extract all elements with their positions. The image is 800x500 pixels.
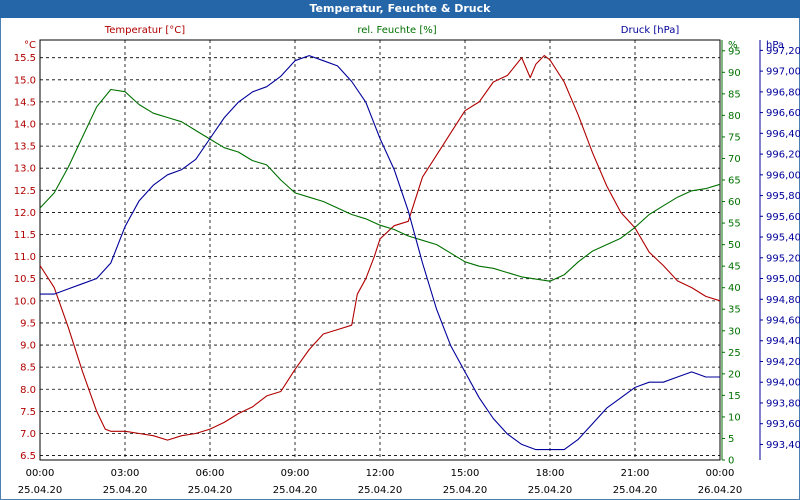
date-tick-label: 25.04.20 [613,485,658,496]
humidity-tick-label: 35 [728,305,741,316]
temperature-tick-label: 7.5 [20,407,36,418]
temperature-tick-label: 8.0 [20,385,36,396]
pressure-line [40,55,720,451]
humidity-tick-label: 75 [728,132,741,143]
temperature-tick-label: 14.0 [14,120,36,131]
date-tick-label: 25.04.20 [103,485,148,496]
date-tick-label: 25.04.20 [528,485,573,496]
humidity-tick-label: 25 [728,348,741,359]
humidity-tick-label: 50 [728,240,741,251]
temperature-tick-label: 15.0 [14,75,36,86]
temperature-line [39,54,721,441]
pressure-axis: 993,40 993,60 993,80 994,00 994,20 994,40 994,… [759,40,800,460]
humidity-tick-label: 0 [728,456,734,467]
humidity-tick-label: 80 [728,111,741,122]
temperature-tick-label: 8.5 [20,363,36,374]
plot-area [39,39,721,461]
pressure-tick-label: 995,80 [766,191,800,202]
humidity-tick-label: 40 [728,283,741,294]
temperature-axis: 6.5 7.0 7.5 8.0 8.5 9.0 9.5 10.0 10.5 11.0 11.5 12.… [14,40,36,462]
temperature-tick-label: 12.5 [14,186,36,197]
pressure-tick-label: 995,60 [766,212,800,223]
humidity-tick-label: 85 [728,89,741,100]
axis-labels: Temperatur [°C] rel. Feuchte [%] Druck [hP… [104,25,680,36]
temperature-tick-label: 11.5 [14,230,36,241]
pressure-tick-label: 996,40 [766,129,800,140]
humidity-tick-label: 15 [728,391,741,402]
time-tick-label: 15:00 [451,468,480,479]
humidity-tick-label: 10 [728,412,741,423]
humidity-axis-label: rel. Feuchte [%] [357,25,436,36]
humidity-tick-label: 45 [728,262,741,273]
date-tick-label: 25.04.20 [18,485,63,496]
pressure-tick-label: 996,60 [766,108,800,119]
pressure-tick-label: 994,60 [766,316,800,327]
pressure-tick-label: 993,60 [766,419,800,430]
humidity-axis: 0 5 10 15 20 25 30 35 40 45 50 55 60 65 70 75 80 85 90 95% [721,40,741,467]
date-tick-label: 25.04.20 [443,485,488,496]
pressure-axis-label: Druck [hPa] [621,25,680,36]
date-tick-label: 25.04.20 [273,485,318,496]
pressure-tick-label: 993,80 [766,398,800,409]
temperature-axis-label: Temperatur [°C] [104,25,185,36]
pressure-tick-label: 994,40 [766,336,800,347]
pressure-tick-label: 995,20 [766,253,800,264]
time-tick-label: 03:00 [111,468,140,479]
humidity-tick-label: 95 [728,46,741,57]
time-axis: 00:00 25.04.20 03:00 25.04.20 06:00 25.04.20 0… [18,468,743,496]
time-tick-label: 12:00 [366,468,395,479]
temperature-tick-label: 11.0 [14,252,36,263]
temperature-tick-label: 15.5 [14,53,36,64]
pressure-tick-label: 994,20 [766,357,800,368]
pressure-unit: hPa [766,40,784,51]
temperature-tick-label: 10.5 [14,274,36,285]
pressure-tick-label: 995,00 [766,274,800,285]
humidity-tick-label: 70 [728,154,741,165]
temperature-tick-label: 7.0 [20,429,36,440]
date-tick-label: 26.04.20 [698,485,743,496]
pressure-tick-label: 996,80 [766,87,800,98]
temperature-tick-label: 12.0 [14,208,36,219]
window-title: Temperatur, Feuchte & Druck [0,0,800,18]
humidity-unit: % [728,40,738,51]
humidity-tick-label: 5 [728,434,734,445]
humidity-tick-label: 20 [728,369,741,380]
time-tick-label: 21:00 [621,468,650,479]
pressure-tick-label: 994,80 [766,295,800,306]
temperature-tick-label: 13.0 [14,164,36,175]
time-tick-label: 06:00 [196,468,225,479]
temperature-tick-label: 9.5 [20,318,36,329]
temperature-tick-label: 9.0 [20,341,36,352]
date-tick-label: 25.04.20 [188,485,233,496]
grid [40,40,720,460]
date-tick-label: 25.04.20 [358,485,403,496]
humidity-tick-label: 55 [728,219,741,230]
time-tick-label: 18:00 [536,468,565,479]
temperature-unit: °C [24,40,36,51]
pressure-tick-label: 995,40 [766,233,800,244]
pressure-tick-label: 996,00 [766,170,800,181]
pressure-tick-label: 997,20 [766,46,800,57]
time-tick-label: 00:00 [706,468,735,479]
temperature-tick-label: 13.5 [14,142,36,153]
humidity-line [39,88,721,282]
pressure-tick-label: 996,20 [766,150,800,161]
time-tick-label: 09:00 [281,468,310,479]
series-lines [39,54,721,451]
temperature-tick-label: 14.5 [14,97,36,108]
humidity-tick-label: 30 [728,326,741,337]
humidity-tick-label: 90 [728,68,741,79]
pressure-tick-label: 993,40 [766,440,800,451]
humidity-tick-label: 65 [728,176,741,187]
temperature-tick-label: 10.0 [14,296,36,307]
time-tick-label: 00:00 [26,468,55,479]
pressure-tick-label: 997,00 [766,67,800,78]
pressure-tick-label: 994,00 [766,378,800,389]
humidity-tick-label: 60 [728,197,741,208]
temperature-tick-label: 6.5 [20,451,36,462]
